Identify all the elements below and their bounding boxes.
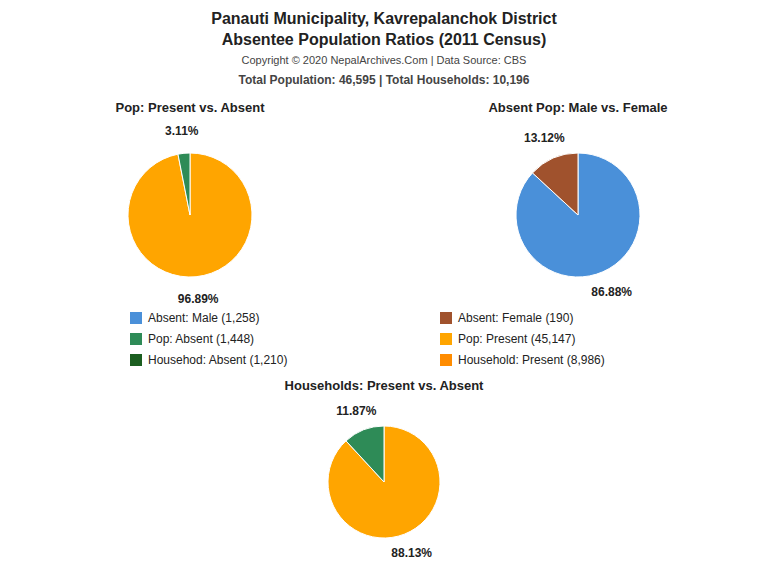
legend-swatch	[130, 333, 142, 345]
legend-swatch	[130, 354, 142, 366]
page-subtitle: Absentee Population Ratios (2011 Census)	[222, 31, 547, 48]
legend-label: Pop: Absent (1,448)	[148, 332, 254, 346]
legend-label: Household: Present (8,986)	[458, 353, 605, 367]
legend: Absent: Male (1,258) Absent: Female (190)…	[130, 311, 605, 367]
data-label: 3.11%	[165, 124, 199, 138]
pie-slice	[516, 153, 640, 277]
pie-title: Households: Present vs. Absent	[285, 378, 485, 393]
pie-slice	[128, 153, 252, 277]
legend-swatch	[440, 333, 452, 345]
data-label: 96.89%	[178, 292, 219, 306]
data-label: 88.13%	[391, 546, 432, 560]
pie-slice	[532, 153, 578, 215]
data-label: 11.87%	[336, 404, 376, 418]
page-title: Panauti Municipality, Kavrepalanchok Dis…	[211, 10, 557, 27]
data-label: 86.88%	[591, 285, 632, 299]
legend-label: Absent: Male (1,258)	[148, 311, 259, 325]
pie: Households: Present vs. Absent 88.13% 11.8…	[285, 378, 485, 560]
annotation: Copyright © 2020 NepalArchives.Com | Dat…	[242, 54, 527, 66]
pie-title: Pop: Present vs. Absent	[115, 100, 265, 115]
legend-swatch	[440, 312, 452, 324]
pie: Pop: Present vs. Absent 96.89% 3.11%	[115, 100, 265, 306]
legend-label: Pop: Present (45,147)	[458, 332, 575, 346]
legend-label: Househod: Absent (1,210)	[148, 353, 287, 367]
pie-slice	[328, 426, 440, 538]
chart: Panauti Municipality, Kavrepalanchok Dis…	[0, 0, 768, 576]
pie: Absent Pop: Male vs. Female 86.88% 13.12%	[488, 100, 667, 299]
pie-slice	[178, 153, 190, 215]
pie-slice	[346, 426, 384, 482]
data-label: 13.12%	[524, 131, 565, 145]
legend-swatch	[440, 354, 452, 366]
legend-label: Absent: Female (190)	[458, 311, 573, 325]
legend-swatch	[130, 312, 142, 324]
pie-title: Absent Pop: Male vs. Female	[488, 100, 667, 115]
annotation: Total Population: 46,595 | Total Househo…	[239, 73, 530, 87]
